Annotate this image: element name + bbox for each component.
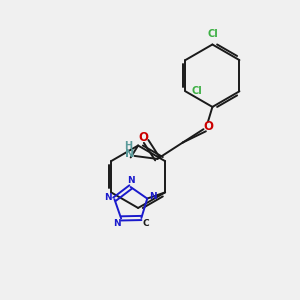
Text: N: N (150, 192, 157, 201)
Text: Cl: Cl (207, 28, 218, 38)
Text: N: N (127, 176, 134, 185)
Text: H: H (124, 140, 132, 151)
Text: N: N (104, 193, 112, 202)
Text: Cl: Cl (192, 86, 203, 96)
Text: O: O (203, 120, 213, 133)
Text: N: N (124, 149, 134, 160)
Text: N: N (114, 219, 121, 228)
Text: O: O (139, 131, 149, 144)
Text: C: C (142, 219, 148, 228)
